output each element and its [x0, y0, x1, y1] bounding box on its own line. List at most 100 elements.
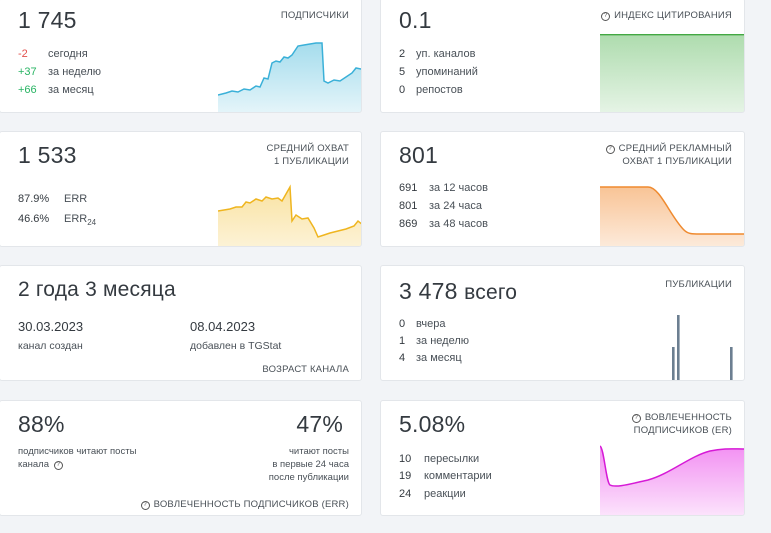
err-label: ERR: [64, 193, 88, 205]
posts-week-label: за неделю: [416, 335, 470, 347]
avg-reach-caption-line2: 1 ПУБЛИКАЦИИ: [273, 156, 349, 167]
subscribers-week-value: +37: [18, 66, 37, 78]
posts-card: 3 478 всего ПУБЛИКАЦИИ 0 вчера 1 за неделю…: [380, 265, 745, 381]
err-right-text-line3: после публикации: [268, 472, 349, 483]
avg-reach-card: 1 533 СРЕДНИЙ ОХВАТ 1 ПУБЛИКАЦИИ 87.9% ER…: [0, 131, 362, 247]
err-right-text-line1: читают посты: [288, 446, 349, 457]
citation-reposts-value: 0: [399, 84, 406, 96]
posts-month-value: 4: [399, 352, 406, 364]
ad-reach-caption: ? СРЕДНИЙ РЕКЛАМНЫЙ ОХВАТ 1 ПУБЛИКАЦИИ: [605, 142, 732, 168]
info-icon[interactable]: ?: [601, 12, 611, 21]
ad-reach-card: 801 ? СРЕДНИЙ РЕКЛАМНЫЙ ОХВАТ 1 ПУБЛИКАЦИ…: [380, 131, 745, 247]
er-row-forwards: 10 пересылки: [399, 453, 479, 466]
channel-age-value: 2 года 3 месяца: [18, 278, 176, 301]
channel-age-caption: ВОЗРАСТ КАНАЛА: [262, 364, 349, 375]
er-caption-line1: ВОВЛЕЧЕННОСТЬ: [644, 412, 732, 423]
subscribers-row-week: +37 за неделю: [18, 66, 101, 79]
subscribers-row-month: +66 за месяц: [18, 84, 94, 97]
subscribers-week-label: за неделю: [48, 66, 102, 78]
er-row-comments: 19 комментарии: [399, 470, 492, 483]
er-reactions-value: 24: [399, 488, 412, 500]
ad-reach-sparkline[interactable]: [600, 178, 744, 247]
posts-row-yesterday: 0 вчера: [399, 318, 445, 331]
posts-month-label: за месяц: [416, 352, 462, 364]
ad-reach-row-24h: 801 за 24 часа: [399, 200, 482, 213]
info-icon[interactable]: ?: [631, 414, 641, 423]
err-right-text: читают посты в первые 24 часа после публ…: [269, 445, 349, 484]
er-forwards-label: пересылки: [424, 453, 480, 465]
err-left-text-line2: канала: [18, 459, 50, 470]
subscribers-sparkline[interactable]: [218, 35, 362, 113]
subscribers-month-value: +66: [18, 84, 37, 96]
posts-week-value: 1: [399, 335, 406, 347]
citation-mentions-label: упоминаний: [416, 66, 478, 78]
citation-sparkline[interactable]: [600, 34, 744, 113]
posts-count: 3 478: [399, 278, 458, 304]
avg-reach-caption: СРЕДНИЙ ОХВАТ 1 ПУБЛИКАЦИИ: [267, 142, 349, 168]
ad-reach-caption-line2: ОХВАТ 1 ПУБЛИКАЦИИ: [622, 156, 732, 167]
er-row-reactions: 24 реакции: [399, 488, 466, 501]
err-value: 87.9%: [18, 193, 50, 205]
posts-caption: ПУБЛИКАЦИИ: [665, 279, 732, 290]
ad-reach-row-48h: 869 за 48 часов: [399, 218, 488, 231]
added-label: добавлен в TGStat: [190, 340, 282, 352]
ad-reach-48h-label: за 48 часов: [429, 218, 488, 230]
er-sparkline[interactable]: [600, 442, 744, 516]
citation-channels-label: уп. каналов: [416, 48, 476, 60]
subscribers-today-value: -2: [18, 48, 28, 60]
err-right-value: 47%: [296, 411, 343, 437]
posts-value: 3 478 всего: [399, 278, 517, 305]
info-icon[interactable]: ?: [140, 501, 150, 510]
citation-row-mentions: 5 упоминаний: [399, 66, 478, 79]
er-value: 5.08%: [399, 411, 466, 437]
created-date: 30.03.2023: [18, 319, 84, 334]
er-comments-value: 19: [399, 470, 412, 482]
subscribers-caption: ПОДПИСЧИКИ: [280, 10, 349, 21]
er-comments-label: комментарии: [424, 470, 492, 482]
citation-reposts-label: репостов: [416, 84, 463, 96]
err-left-text-line1: подписчиков читают посты: [18, 446, 137, 457]
citation-value: 0.1: [399, 7, 432, 33]
err24-row: 46.6% ERR24: [18, 213, 96, 229]
ad-reach-value: 801: [399, 142, 438, 168]
err-engagement-caption-text: ВОВЛЕЧЕННОСТЬ ПОДПИСЧИКОВ (ERR): [153, 499, 349, 510]
ad-reach-24h-value: 801: [399, 200, 418, 212]
info-icon[interactable]: ?: [605, 145, 615, 154]
added-date: 08.04.2023: [190, 319, 256, 334]
ad-reach-caption-line1: СРЕДНИЙ РЕКЛАМНЫЙ: [618, 143, 732, 154]
info-icon[interactable]: ?: [53, 461, 63, 470]
channel-age-card: 2 года 3 месяца 30.03.2023 канал создан …: [0, 265, 362, 381]
er-engagement-card: 5.08% ? ВОВЛЕЧЕННОСТЬ ПОДПИСЧИКОВ (ER) 10…: [380, 400, 745, 516]
posts-suffix: всего: [464, 281, 518, 304]
posts-row-week: 1 за неделю: [399, 335, 469, 348]
citation-caption-text: ИНДЕКС ЦИТИРОВАНИЯ: [614, 10, 732, 21]
created-label: канал создан: [18, 340, 83, 352]
er-caption-line2: ПОДПИСЧИКОВ (ER): [633, 425, 732, 436]
err-engagement-card: 88% 47% подписчиков читают посты канала …: [0, 400, 362, 516]
citation-row-channels: 2 уп. каналов: [399, 48, 475, 61]
ad-reach-24h-label: за 24 часа: [429, 200, 482, 212]
er-forwards-value: 10: [399, 453, 412, 465]
avg-reach-value: 1 533: [18, 142, 77, 168]
avg-reach-sparkline[interactable]: [218, 183, 362, 247]
citation-row-reposts: 0 репостов: [399, 84, 463, 97]
er-caption: ? ВОВЛЕЧЕННОСТЬ ПОДПИСЧИКОВ (ER): [631, 411, 732, 437]
posts-bar-chart[interactable]: [606, 311, 745, 381]
citation-mentions-value: 5: [399, 66, 406, 78]
citation-channels-value: 2: [399, 48, 406, 60]
subscribers-value: 1 745: [18, 7, 77, 33]
err24-label: ERR: [64, 213, 88, 225]
posts-row-month: 4 за месяц: [399, 352, 462, 365]
posts-yesterday-label: вчера: [416, 318, 446, 330]
err24-value: 46.6%: [18, 213, 50, 225]
citation-card: 0.1 ? ИНДЕКС ЦИТИРОВАНИЯ 2 уп. каналов 5 уп…: [380, 0, 745, 113]
avg-reach-caption-line1: СРЕДНИЙ ОХВАТ: [266, 143, 349, 154]
err24-subscript: 24: [87, 218, 97, 228]
ad-reach-12h-label: за 12 часов: [429, 182, 488, 194]
ad-reach-row-12h: 691 за 12 часов: [399, 182, 488, 195]
subscribers-month-label: за месяц: [48, 84, 94, 96]
subscribers-today-label: сегодня: [48, 48, 88, 60]
subscribers-row-today: -2 сегодня: [18, 48, 88, 61]
err-left-value: 88%: [18, 411, 65, 437]
err-right-text-line2: в первые 24 часа: [272, 459, 349, 470]
